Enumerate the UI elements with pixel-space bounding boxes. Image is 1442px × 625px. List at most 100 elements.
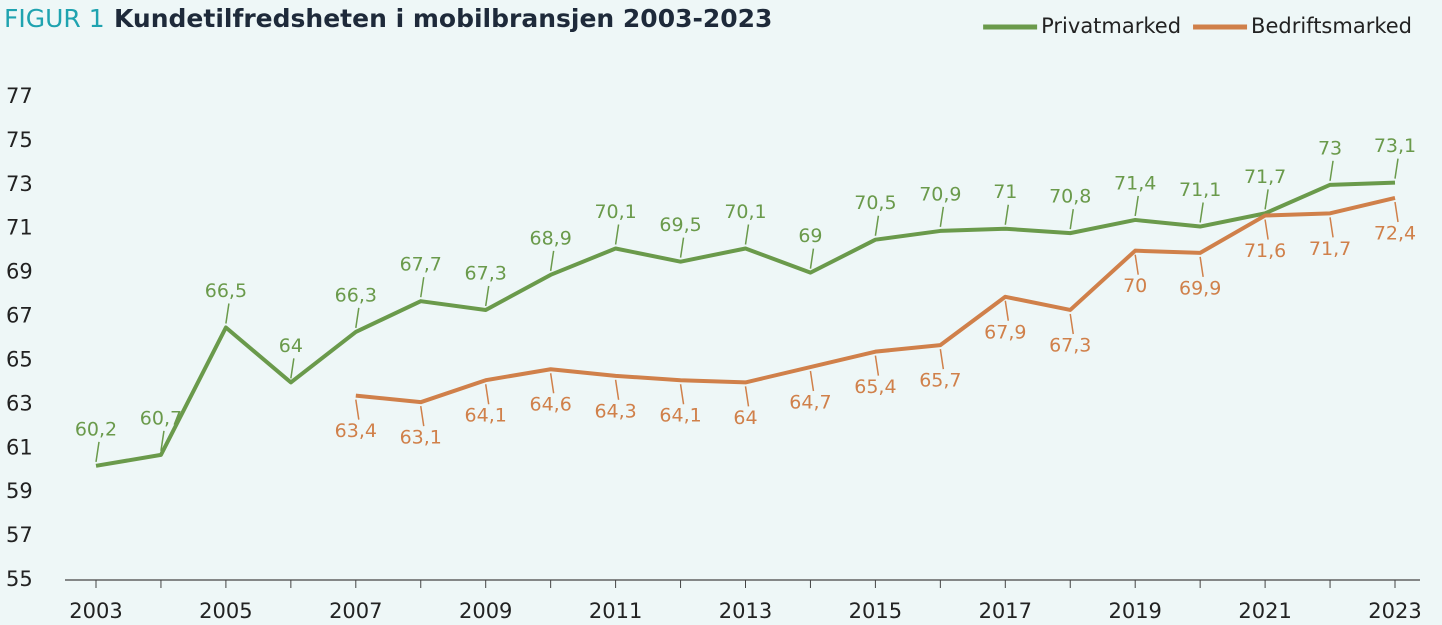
y-tick-label: 73 — [6, 172, 33, 196]
leader-line — [1329, 160, 1334, 181]
data-label: 69,9 — [1179, 277, 1221, 299]
data-label: 64,3 — [594, 400, 636, 422]
data-label: 70,9 — [919, 183, 961, 205]
leader-line — [549, 373, 555, 394]
data-label: 64,1 — [659, 405, 701, 427]
leader-line — [160, 430, 165, 451]
leader-line — [355, 399, 360, 420]
y-tick-label: 75 — [6, 128, 33, 152]
leader-line — [1069, 313, 1074, 335]
data-label: 66,3 — [335, 284, 377, 306]
x-tick-label: 2011 — [589, 599, 642, 623]
y-tick-label: 65 — [6, 347, 33, 371]
data-label: 64 — [733, 407, 757, 429]
x-tick-label: 2015 — [849, 599, 902, 623]
data-label: 65,7 — [919, 370, 961, 392]
data-label: 63,4 — [335, 420, 377, 442]
x-tick-label: 2005 — [199, 599, 252, 623]
leader-line — [614, 379, 620, 400]
data-label: 64 — [279, 335, 303, 357]
data-label: 68,9 — [529, 227, 571, 249]
data-label: 70,1 — [724, 201, 766, 223]
leader-line — [1264, 189, 1269, 210]
x-tick-label: 2023 — [1368, 599, 1421, 623]
leader-line — [1394, 158, 1399, 179]
x-tick-label: 2009 — [459, 599, 512, 623]
data-label: 64,6 — [529, 394, 571, 416]
chart-title: Kundetilfredsheten i mobilbransjen 2003-… — [114, 4, 772, 33]
figure-label: FIGUR 1 — [4, 4, 105, 33]
leader-line — [95, 441, 100, 462]
leader-line — [1199, 202, 1204, 223]
y-tick-label: 61 — [6, 435, 33, 459]
x-tick-label: 2017 — [979, 599, 1032, 623]
data-label: 65,4 — [854, 376, 896, 398]
data-label: 69,5 — [659, 214, 701, 236]
leader-line — [939, 206, 945, 228]
data-label: 64,1 — [465, 405, 507, 427]
y-tick-label: 77 — [6, 84, 33, 108]
y-tick-label: 55 — [6, 567, 33, 591]
x-tick-label: 2019 — [1108, 599, 1161, 623]
x-tick-label: 2007 — [329, 599, 382, 623]
leader-line — [874, 355, 880, 376]
x-tick-label: 2003 — [69, 599, 122, 623]
data-label: 73,1 — [1374, 135, 1416, 157]
data-label: 70 — [1123, 275, 1147, 297]
data-label: 71,1 — [1179, 179, 1221, 201]
data-label: 72,4 — [1374, 222, 1416, 244]
leader-line — [549, 250, 555, 271]
y-tick-label: 69 — [6, 260, 33, 284]
data-label: 63,1 — [400, 427, 442, 449]
leader-line — [1004, 300, 1010, 321]
data-label: 67,3 — [1049, 334, 1091, 356]
leader-line — [484, 285, 490, 307]
leader-line — [225, 303, 230, 324]
data-label: 66,5 — [205, 280, 247, 302]
leader-line — [290, 358, 295, 379]
legend-label: Bedriftsmarked — [1251, 14, 1412, 38]
legend-label: Privatmarked — [1041, 14, 1181, 38]
leader-line — [420, 406, 425, 427]
leader-line — [809, 370, 815, 392]
series-line — [95, 180, 1396, 468]
leader-line — [484, 384, 490, 405]
leader-line — [1264, 219, 1269, 240]
leader-line — [1394, 201, 1399, 223]
data-label: 67,3 — [465, 262, 507, 284]
data-label: 67,7 — [400, 254, 442, 276]
data-label: 70,5 — [854, 192, 896, 214]
data-label: 71,7 — [1244, 166, 1286, 188]
leader-line — [809, 248, 815, 269]
y-tick-label: 57 — [6, 523, 33, 547]
data-label: 71,6 — [1244, 240, 1286, 262]
leader-line — [679, 384, 685, 405]
data-label: 67,9 — [984, 321, 1026, 343]
data-label: 70,8 — [1049, 186, 1091, 208]
data-label: 64,7 — [789, 392, 831, 414]
data-label: 60,7 — [140, 407, 182, 429]
leader-line — [1329, 217, 1334, 238]
leader-line — [679, 237, 685, 258]
leader-line — [1199, 256, 1204, 277]
leader-line — [744, 224, 750, 245]
leader-line — [874, 215, 880, 236]
leader-line — [1134, 195, 1139, 217]
data-label: 71,7 — [1309, 238, 1351, 260]
data-label: 60,2 — [75, 418, 117, 440]
leader-line — [744, 386, 750, 407]
data-label: 70,1 — [594, 201, 636, 223]
data-label: 69 — [798, 225, 822, 247]
leader-line — [1134, 254, 1139, 275]
leader-line — [1004, 204, 1010, 225]
x-tick-label: 2021 — [1238, 599, 1291, 623]
y-tick-label: 67 — [6, 304, 33, 328]
y-tick-label: 63 — [6, 391, 33, 415]
x-tick-label: 2013 — [719, 599, 772, 623]
leader-line — [355, 307, 360, 329]
data-label: 71 — [993, 181, 1017, 203]
leader-line — [614, 224, 620, 245]
leader-line — [420, 277, 425, 298]
